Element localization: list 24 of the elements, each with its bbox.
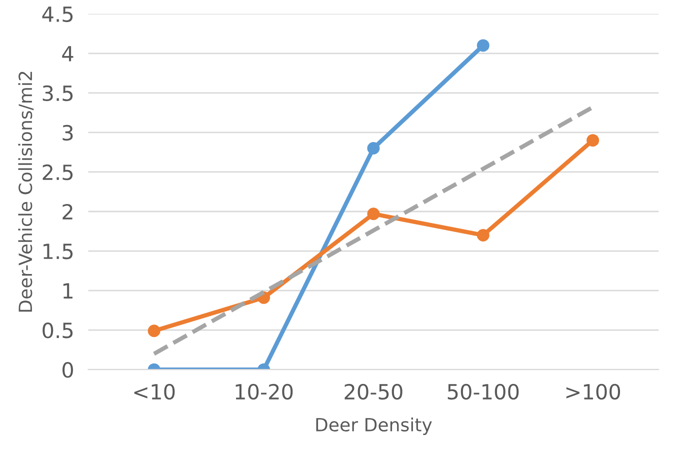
x-axis-title: Deer Density bbox=[316, 418, 432, 436]
line-series bbox=[152, 105, 595, 356]
y-tick-label: 2 bbox=[62, 204, 72, 220]
y-tick-label: 4.5 bbox=[42, 6, 73, 22]
y-tick-label: 3.5 bbox=[42, 85, 73, 102]
y-tick-label: 2.5 bbox=[42, 164, 73, 180]
point bbox=[367, 208, 380, 220]
y-tick-label: 1 bbox=[63, 283, 72, 298]
y-axis-title: Deer-Vehicle Collisions/mi2 bbox=[18, 72, 34, 312]
point bbox=[367, 142, 380, 154]
y-tick-label: 3 bbox=[62, 124, 73, 141]
x-tick-label: 50-100 bbox=[448, 384, 519, 400]
point bbox=[476, 39, 490, 52]
y-tick-label: 4 bbox=[62, 46, 74, 62]
point bbox=[148, 324, 160, 338]
x-tick-label: 20-50 bbox=[344, 384, 402, 400]
x-tick-label: 10-20 bbox=[236, 384, 293, 400]
y-tick-label: 0.5 bbox=[42, 322, 73, 338]
x-tick-label: <10 bbox=[134, 384, 175, 400]
point bbox=[586, 134, 600, 147]
point bbox=[476, 228, 490, 242]
y-tick-label: 0 bbox=[62, 362, 73, 378]
x-tick-label: >100 bbox=[566, 384, 620, 400]
y-tick-label: 1.5 bbox=[44, 244, 73, 260]
